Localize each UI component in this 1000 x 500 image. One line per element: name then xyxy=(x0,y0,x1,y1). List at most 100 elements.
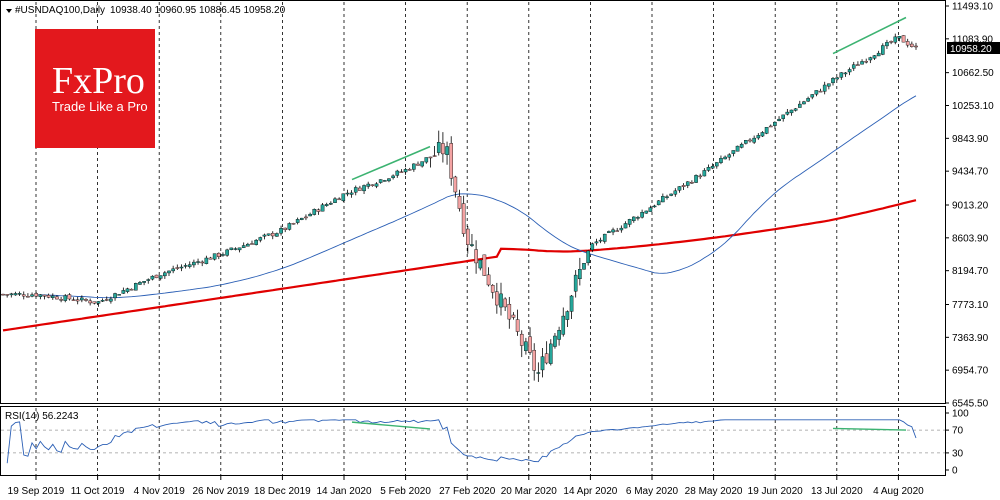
candle-down xyxy=(67,294,72,300)
candle-down xyxy=(370,184,375,186)
rsi-pane-frame xyxy=(0,406,946,476)
candle-up xyxy=(349,192,354,195)
candle-down xyxy=(34,293,38,297)
candle-up xyxy=(221,254,225,256)
candle-up xyxy=(329,202,333,205)
y-axis-ticks: 11493.10 11083.90 10662.50 10253.10 9843.90 9… xyxy=(945,2,994,410)
candle-up xyxy=(229,247,234,250)
candle-down xyxy=(55,296,59,300)
candle-up xyxy=(760,132,765,137)
candle-up xyxy=(13,293,18,296)
candle-up xyxy=(897,35,902,39)
ohlc-label: 10938.40 10960.95 10886.45 10958.20 xyxy=(110,5,286,16)
candle-up xyxy=(727,154,732,158)
candle-down xyxy=(698,175,702,178)
candle-down xyxy=(519,333,524,346)
candle-up xyxy=(362,185,366,192)
rsi-trendline-aug xyxy=(832,427,907,431)
trendline-feb xyxy=(351,145,431,181)
candle-up xyxy=(586,250,590,264)
candle-up xyxy=(225,249,229,256)
candle-down xyxy=(482,254,487,276)
candle-down xyxy=(889,41,893,43)
y-tick-label: 9843.90 xyxy=(952,134,989,145)
candle-down xyxy=(490,285,495,293)
candle-down xyxy=(486,274,491,286)
candle-up xyxy=(881,45,885,55)
candle-down xyxy=(449,143,454,179)
rsi-line xyxy=(6,419,917,464)
candle-up xyxy=(706,167,711,171)
x-tick-label: 4 Aug 2020 xyxy=(873,486,924,497)
candle-up xyxy=(781,114,785,119)
candle-up xyxy=(582,263,586,270)
logo-tagline: Trade Like a Pro xyxy=(52,99,148,114)
candle-up xyxy=(38,294,43,297)
candle-down xyxy=(441,143,445,155)
logo-brand: FxPro xyxy=(52,60,145,102)
candle-down xyxy=(768,125,773,128)
candle-up xyxy=(395,170,400,176)
candle-down xyxy=(461,203,466,234)
candle-up xyxy=(150,275,155,280)
candle-up xyxy=(258,237,263,241)
candle-up xyxy=(789,109,794,114)
y-tick-label: 6954.70 xyxy=(952,366,989,377)
candle-up xyxy=(353,187,358,193)
dropdown-triangle-icon[interactable] xyxy=(6,9,12,13)
candle-up xyxy=(876,52,881,57)
candle-down xyxy=(216,252,221,257)
candle-up xyxy=(391,175,395,178)
candle-up xyxy=(598,239,603,242)
candle-up xyxy=(204,257,209,264)
candle-down xyxy=(856,64,860,66)
candle-up xyxy=(100,300,105,302)
x-tick-label: 6 May 2020 xyxy=(626,486,679,497)
y-tick-label: 7773.10 xyxy=(952,300,989,311)
rsi-trendline-feb xyxy=(351,421,431,430)
candle-up xyxy=(611,229,615,233)
x-tick-label: 19 Jun 2020 xyxy=(748,486,803,497)
candle-up xyxy=(702,170,707,177)
candle-down xyxy=(84,299,88,301)
candle-down xyxy=(453,176,458,193)
candle-up xyxy=(843,72,848,75)
candle-up xyxy=(63,295,68,301)
candle-down xyxy=(515,319,520,332)
candle-up xyxy=(183,265,188,267)
candle-up xyxy=(719,158,723,163)
candle-down xyxy=(428,156,433,159)
candle-up xyxy=(387,178,391,182)
candle-up xyxy=(723,156,727,160)
x-tick-label: 11 Oct 2019 xyxy=(71,486,125,497)
candle-up xyxy=(378,179,383,183)
candle-up xyxy=(851,64,856,69)
candle-down xyxy=(690,182,694,184)
candle-up xyxy=(445,146,449,155)
candle-down xyxy=(818,90,823,93)
candle-up xyxy=(133,283,138,291)
candle-up xyxy=(171,268,175,272)
candle-down xyxy=(337,198,341,201)
candle-down xyxy=(175,267,180,269)
candle-up xyxy=(436,142,441,153)
candle-up xyxy=(847,69,852,73)
candle-down xyxy=(457,196,462,209)
candle-up xyxy=(246,243,250,247)
candle-up xyxy=(656,200,661,206)
candle-down xyxy=(528,336,532,353)
candle-down xyxy=(511,314,516,318)
x-tick-label: 14 Apr 2020 xyxy=(563,486,617,497)
candle-up xyxy=(673,190,678,195)
candle-down xyxy=(88,300,92,304)
candle-up xyxy=(756,135,761,139)
candle-up xyxy=(565,311,570,320)
candle-down xyxy=(129,288,134,291)
candle-down xyxy=(200,261,205,264)
candle-up xyxy=(192,261,196,266)
candle-up xyxy=(300,217,304,220)
candle-down xyxy=(92,301,97,304)
trendlines xyxy=(351,16,907,181)
rsi-tick-label: 70 xyxy=(952,426,964,437)
candle-up xyxy=(179,266,184,269)
